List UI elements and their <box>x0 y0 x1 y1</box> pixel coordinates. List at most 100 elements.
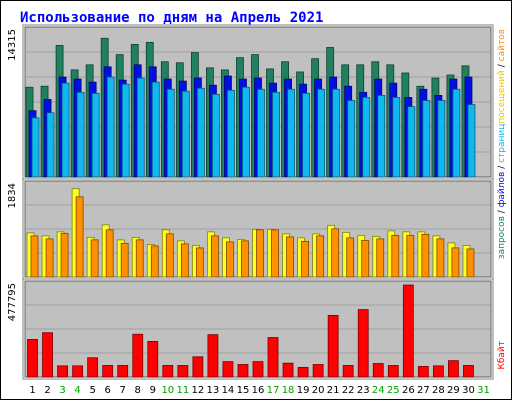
x-axis-labels: 1 2 3 4 5 6 7 8 9 10 11 12 13 14 15 16 17 18 19 20 21 22 23 24 2… <box>29 385 490 396</box>
bar-visits-сайтов-23 <box>361 239 370 278</box>
bar-traffic-Кбайт-14 <box>222 361 234 378</box>
bar-traffic-Кбайт-11 <box>177 365 189 378</box>
bar-visits-сайтов-10 <box>165 233 174 278</box>
bar-requests-страниц-6 <box>106 76 115 178</box>
bar-visits-сайтов-17 <box>271 229 279 278</box>
bar-requests-страниц-11 <box>181 90 190 178</box>
bar-traffic-Кбайт-1 <box>27 339 38 378</box>
bar-traffic-Кбайт-30 <box>463 365 474 378</box>
panel-requests: 14315 <box>7 24 494 180</box>
x-tick-label: 23 <box>357 385 370 396</box>
bar-visits-сайтов-6 <box>105 229 114 278</box>
bar-traffic-Кбайт-28 <box>432 365 444 378</box>
bar-visits-сайтов-26 <box>406 234 415 278</box>
bar-requests-страниц-23 <box>362 97 371 178</box>
bar-traffic-Кбайт-24 <box>372 363 384 378</box>
x-tick-label: 21 <box>327 385 340 396</box>
bar-requests-страниц-14 <box>227 89 235 178</box>
bar-requests-страниц-7 <box>121 83 130 178</box>
bar-visits-сайтов-18 <box>286 236 294 278</box>
bar-traffic-Кбайт-27 <box>417 366 429 378</box>
x-tick-label: 9 <box>150 385 156 396</box>
bar-visits-сайтов-29 <box>451 247 460 278</box>
bar-requests-страниц-25 <box>392 97 401 178</box>
x-tick-label: 19 <box>297 385 310 396</box>
x-tick-label: 30 <box>462 385 475 396</box>
bar-visits-сайтов-11 <box>180 243 189 278</box>
bar-visits-сайтов-15 <box>241 240 249 278</box>
bar-requests-страниц-20 <box>317 88 326 178</box>
bar-visits-сайтов-27 <box>421 233 430 278</box>
bar-requests-страниц-1 <box>31 117 40 178</box>
bar-traffic-Кбайт-19 <box>297 366 309 378</box>
bar-requests-страниц-9 <box>151 81 160 178</box>
bar-visits-сайтов-2 <box>45 238 54 278</box>
bar-traffic-Кбайт-15 <box>237 364 249 378</box>
bar-visits-сайтов-22 <box>346 237 355 278</box>
x-tick-label: 22 <box>342 385 355 396</box>
bar-visits-сайтов-5 <box>90 239 99 278</box>
bar-requests-страниц-28 <box>437 100 446 178</box>
x-tick-label: 2 <box>44 385 50 396</box>
x-tick-label: 24 <box>372 385 385 396</box>
bar-traffic-Кбайт-6 <box>102 365 114 378</box>
bar-visits-сайтов-3 <box>60 232 69 278</box>
bar-visits-сайтов-12 <box>195 247 204 278</box>
bar-traffic-Кбайт-12 <box>192 356 204 378</box>
right-axis-label-part: / <box>497 207 507 216</box>
bar-visits-сайтов-8 <box>135 239 144 278</box>
chart-panels: 14315 1834 477795 <box>7 24 494 380</box>
bar-requests-страниц-3 <box>61 82 70 178</box>
scale-max-label: 477795 <box>7 283 18 321</box>
right-axis-label-part: сайтов <box>497 29 507 61</box>
bar-traffic-Кбайт-5 <box>87 357 99 378</box>
bar-traffic-Кбайт-7 <box>117 365 129 378</box>
bar-requests-страниц-21 <box>332 88 341 178</box>
bar-traffic-Кбайт-4 <box>72 365 84 378</box>
x-tick-label: 1 <box>29 385 35 396</box>
bar-traffic-Кбайт-20 <box>312 364 324 378</box>
bar-requests-страниц-13 <box>212 93 220 178</box>
right-axis-label-part: / <box>497 61 507 70</box>
panel-traffic: 477795 <box>7 278 494 380</box>
bar-traffic-Кбайт-29 <box>448 360 459 378</box>
x-tick-label: 4 <box>74 385 80 396</box>
bar-traffic-Кбайт-25 <box>387 365 399 378</box>
bar-traffic-Кбайт-23 <box>357 309 369 378</box>
bar-traffic-Кбайт-26 <box>402 284 414 378</box>
bar-visits-сайтов-7 <box>120 242 129 278</box>
bar-traffic-Кбайт-2 <box>42 332 53 378</box>
bar-visits-сайтов-19 <box>301 240 309 278</box>
bar-requests-страниц-16 <box>257 88 265 178</box>
bar-requests-страниц-22 <box>347 100 356 178</box>
right-axis-label-part: страниц <box>497 124 507 163</box>
bar-requests-страниц-18 <box>287 88 295 178</box>
right-axis-label-part: / <box>497 163 507 172</box>
right-axis-label-part: Кбайт <box>497 341 507 370</box>
bar-visits-сайтов-20 <box>316 235 325 278</box>
x-tick-label: 27 <box>417 385 430 396</box>
bar-visits-сайтов-30 <box>466 248 475 278</box>
panel-visits: 1834 <box>7 178 494 280</box>
x-tick-label: 5 <box>89 385 95 396</box>
bar-traffic-Кбайт-9 <box>147 340 159 378</box>
bar-traffic-Кбайт-10 <box>162 365 174 378</box>
right-axis-label-part: запросов <box>497 216 507 259</box>
bar-traffic-Кбайт-22 <box>342 365 354 378</box>
x-tick-label: 17 <box>267 385 280 396</box>
bar-visits-сайтов-13 <box>211 235 219 278</box>
x-tick-label: 10 <box>161 385 174 396</box>
bar-requests-страниц-10 <box>166 88 175 178</box>
x-tick-label: 6 <box>104 385 110 396</box>
x-tick-label: 20 <box>312 385 325 396</box>
x-tick-label: 15 <box>237 385 250 396</box>
bar-requests-страниц-2 <box>46 112 55 178</box>
bar-traffic-Кбайт-8 <box>132 333 144 378</box>
bar-traffic-Кбайт-17 <box>267 337 279 378</box>
x-tick-label: 28 <box>432 385 445 396</box>
bar-traffic-Кбайт-21 <box>327 314 339 378</box>
x-tick-label: 14 <box>222 385 235 396</box>
x-tick-label: 7 <box>120 385 126 396</box>
